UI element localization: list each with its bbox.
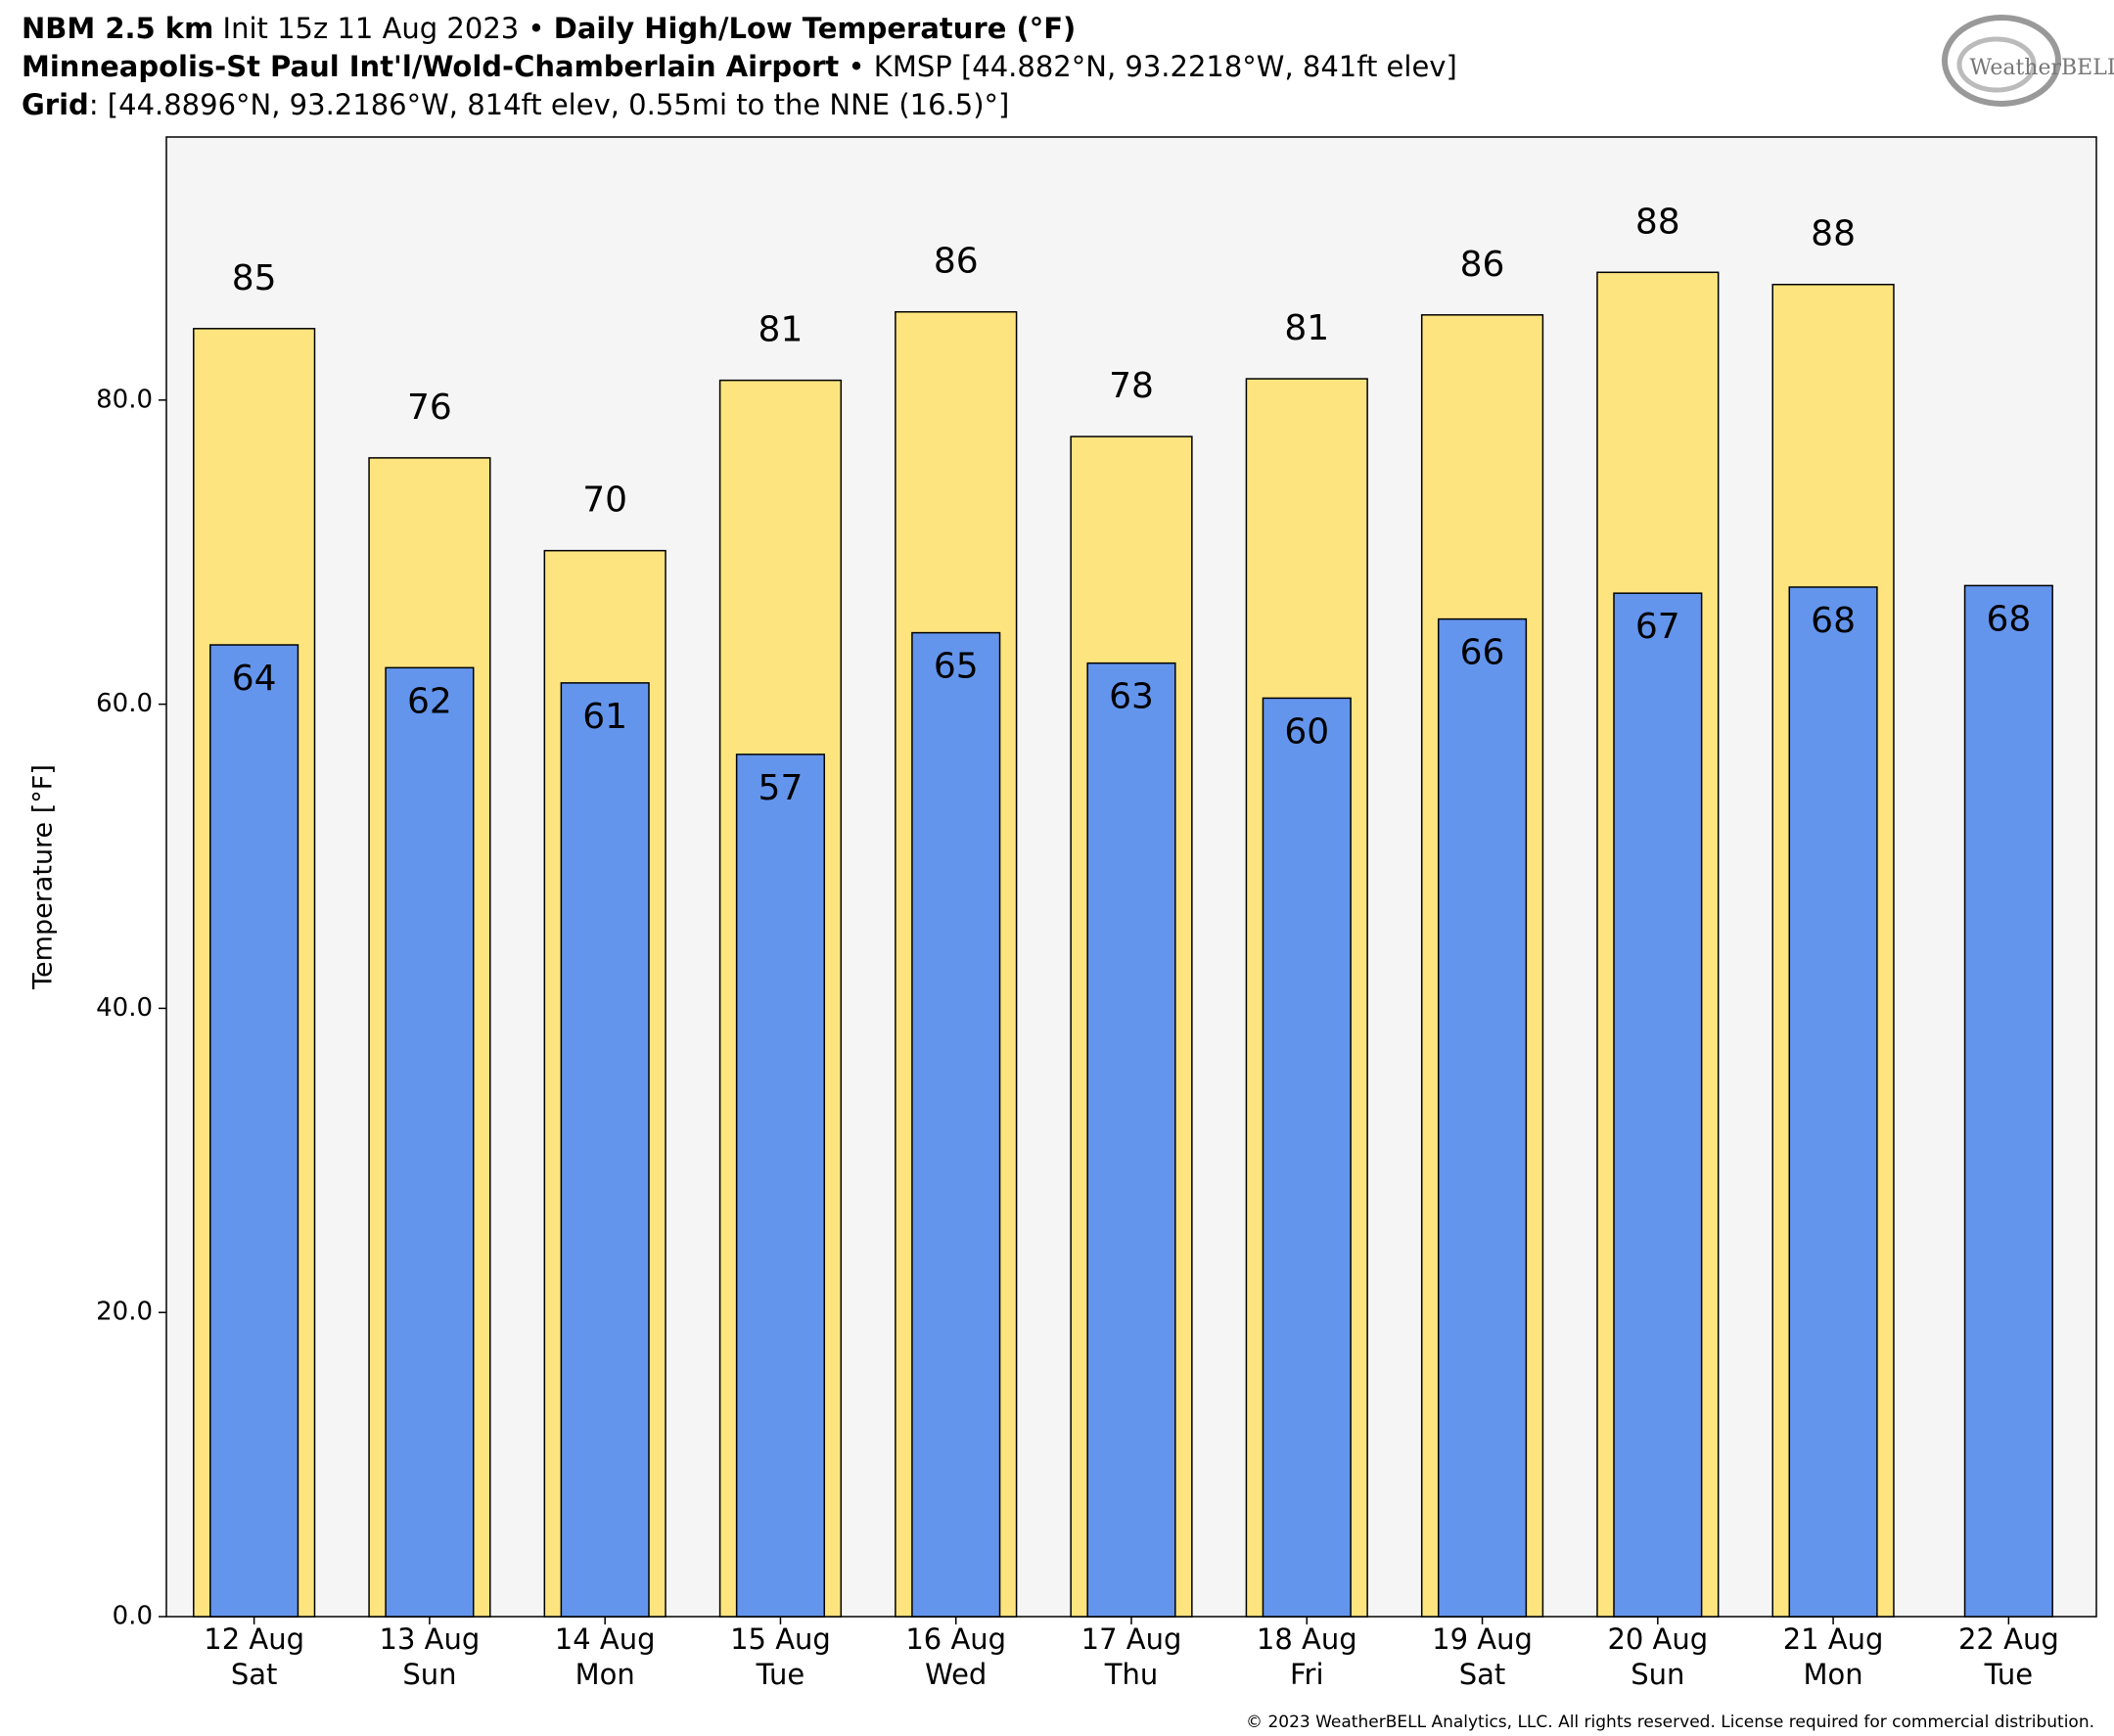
x-tick-weekday: Wed <box>925 1658 987 1691</box>
high-label: 81 <box>758 310 804 350</box>
low-bar <box>560 682 650 1618</box>
header-line: Grid: [44.8896°N, 93.2186°W, 814ft elev,… <box>22 88 1009 121</box>
logo: WeatherBELL <box>1942 15 2114 107</box>
low-label: 57 <box>758 768 804 808</box>
low-bar <box>911 631 1001 1618</box>
logo-text: WeatherBELL <box>1970 56 2114 80</box>
y-tick-label: 80.0 <box>96 385 153 414</box>
header-text: NBM 2.5 km <box>22 12 213 45</box>
x-tick-label: 19 Aug <box>1432 1622 1533 1656</box>
high-label: 81 <box>1284 308 1329 348</box>
low-label: 67 <box>1635 607 1680 647</box>
low-label: 65 <box>934 647 979 687</box>
low-label: 66 <box>1460 633 1505 673</box>
x-tick-weekday: Thu <box>1104 1658 1158 1691</box>
x-tick-weekday: Sat <box>1459 1658 1506 1691</box>
y-tick-label: 60.0 <box>96 689 153 718</box>
x-tick-weekday: Tue <box>1984 1658 2034 1691</box>
x-tick-label: 20 Aug <box>1607 1622 1708 1656</box>
high-label: 88 <box>1635 202 1680 242</box>
y-tick-label: 20.0 <box>96 1298 153 1327</box>
low-bar <box>735 754 826 1618</box>
low-label: 61 <box>582 697 627 737</box>
x-tick-weekday: Sun <box>402 1658 456 1691</box>
low-label: 68 <box>1986 599 2031 639</box>
header-text: Grid <box>22 88 89 121</box>
x-tick-label: 16 Aug <box>905 1622 1006 1656</box>
low-bar <box>209 644 299 1618</box>
low-bar <box>1963 584 2053 1618</box>
high-label: 70 <box>582 480 627 521</box>
x-tick-label: 21 Aug <box>1783 1622 1884 1656</box>
x-tick-weekday: Fri <box>1290 1658 1324 1691</box>
low-bar <box>1262 697 1352 1618</box>
low-label: 62 <box>407 681 452 721</box>
header-text: • KMSP [44.882°N, 93.2218°W, 841ft elev] <box>839 50 1457 83</box>
low-label: 64 <box>232 659 277 699</box>
low-bar <box>385 666 475 1618</box>
x-tick-weekday: Tue <box>756 1658 805 1691</box>
high-label: 76 <box>407 388 452 428</box>
x-tick-label: 13 Aug <box>380 1622 481 1656</box>
x-tick-weekday: Sat <box>231 1658 278 1691</box>
header-text: Daily High/Low Temperature (°F) <box>554 12 1077 45</box>
x-tick-weekday: Mon <box>1804 1658 1863 1691</box>
header-text: : [44.8896°N, 93.2186°W, 814ft elev, 0.5… <box>89 88 1010 121</box>
x-tick-label: 12 Aug <box>204 1622 304 1656</box>
low-label: 68 <box>1811 601 1856 641</box>
header-text: Minneapolis-St Paul Int'l/Wold-Chamberla… <box>22 50 839 83</box>
low-bar <box>1086 662 1176 1618</box>
x-tick-label: 18 Aug <box>1257 1622 1357 1656</box>
x-tick-weekday: Mon <box>575 1658 635 1691</box>
copyright: © 2023 WeatherBELL Analytics, LLC. All r… <box>1246 1713 2094 1732</box>
low-label: 60 <box>1284 711 1329 752</box>
x-tick-label: 14 Aug <box>555 1622 656 1656</box>
x-tick-label: 15 Aug <box>730 1622 831 1656</box>
header-line: NBM 2.5 km Init 15z 11 Aug 2023 • Daily … <box>22 12 1076 45</box>
high-label: 86 <box>934 242 979 282</box>
header-text: Init 15z 11 Aug 2023 • <box>213 12 553 45</box>
header-line: Minneapolis-St Paul Int'l/Wold-Chamberla… <box>22 50 1457 83</box>
y-tick-label: 40.0 <box>96 993 153 1023</box>
low-bar <box>1437 617 1528 1618</box>
high-label: 85 <box>232 258 277 298</box>
y-tick-label: 0.0 <box>113 1602 153 1631</box>
low-bar <box>1788 586 1878 1618</box>
high-label: 78 <box>1109 366 1154 406</box>
x-tick-label: 22 Aug <box>1958 1622 2059 1656</box>
low-label: 63 <box>1109 677 1154 717</box>
high-label: 86 <box>1460 245 1505 285</box>
high-label: 88 <box>1811 214 1856 254</box>
low-bar <box>1613 592 1703 1618</box>
x-tick-label: 17 Aug <box>1081 1622 1182 1656</box>
y-axis-label: Temperature [°F] <box>28 764 59 990</box>
x-tick-weekday: Sun <box>1631 1658 1684 1691</box>
